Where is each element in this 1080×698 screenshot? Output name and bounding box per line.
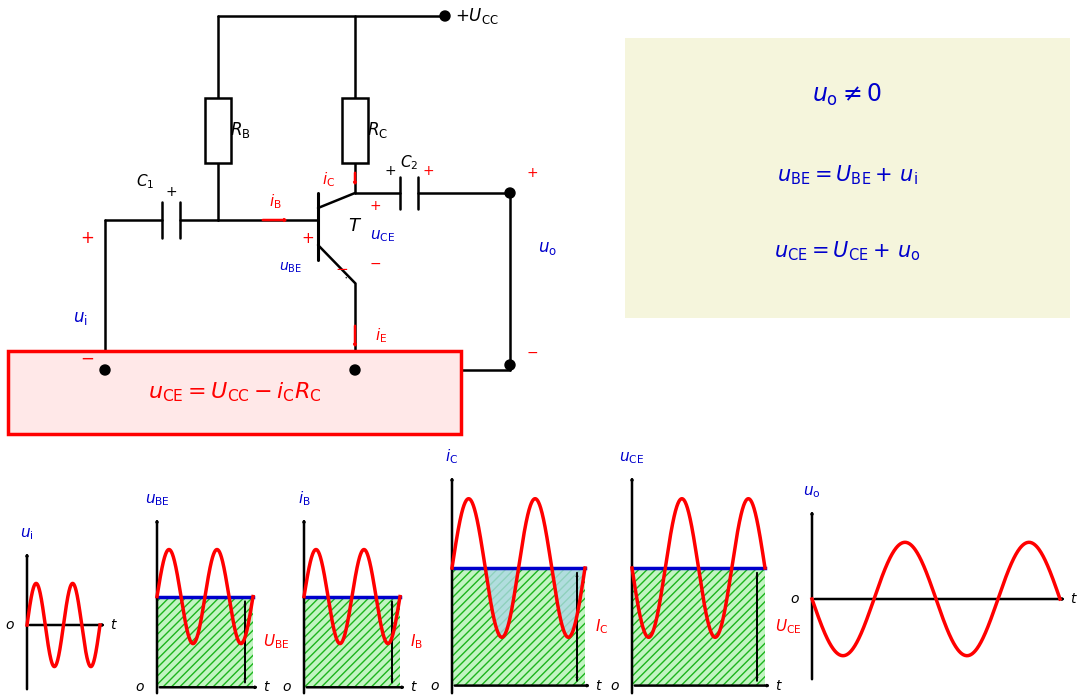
Text: $t$: $t$ <box>595 678 603 692</box>
Text: $R_{\rm B}$: $R_{\rm B}$ <box>230 120 251 140</box>
Bar <box>453 568 585 685</box>
Text: $-$: $-$ <box>80 349 94 367</box>
Text: $t$: $t$ <box>1070 592 1078 606</box>
Text: $o$: $o$ <box>5 618 15 632</box>
Text: $u_{\rm i}$: $u_{\rm i}$ <box>72 309 87 327</box>
Bar <box>303 597 400 688</box>
Text: $+$: $+$ <box>526 166 538 180</box>
Circle shape <box>505 360 515 370</box>
Text: $o$: $o$ <box>791 592 800 606</box>
Bar <box>632 568 765 685</box>
Text: $o$: $o$ <box>610 678 620 692</box>
Bar <box>632 568 765 685</box>
Circle shape <box>505 188 515 198</box>
FancyBboxPatch shape <box>625 38 1070 318</box>
Text: $U_{\rm CE}$: $U_{\rm CE}$ <box>775 618 801 636</box>
Text: $u_{\rm CE}=U_{\rm CE}+\,u_{\rm o}$: $u_{\rm CE}=U_{\rm CE}+\,u_{\rm o}$ <box>774 239 921 263</box>
FancyBboxPatch shape <box>342 98 368 163</box>
Text: $t$: $t$ <box>410 681 418 695</box>
Text: $u_{\rm BE}$: $u_{\rm BE}$ <box>145 492 170 508</box>
Text: $I_{\rm B}$: $I_{\rm B}$ <box>410 632 423 651</box>
Circle shape <box>100 365 110 375</box>
Text: $u_{\rm i}$: $u_{\rm i}$ <box>21 526 33 542</box>
Text: $-$: $-$ <box>336 260 349 276</box>
Text: $t$: $t$ <box>110 618 118 632</box>
Text: $u_{\rm o}\neq 0$: $u_{\rm o}\neq 0$ <box>812 82 882 108</box>
Text: $i_{\rm B}$: $i_{\rm B}$ <box>269 193 282 211</box>
Text: $-$: $-$ <box>369 256 381 270</box>
Text: $+$: $+$ <box>369 199 381 213</box>
Text: $u_{\rm o}$: $u_{\rm o}$ <box>538 239 557 257</box>
Text: $u_{\rm CE}=U_{\rm CC}-i_{\rm C}R_{\rm C}$: $u_{\rm CE}=U_{\rm CC}-i_{\rm C}R_{\rm C… <box>148 380 322 404</box>
Text: $u_{\rm o}$: $u_{\rm o}$ <box>804 484 821 500</box>
Text: $i_{\rm B}$: $i_{\rm B}$ <box>298 489 310 508</box>
Text: $+$: $+$ <box>80 229 94 247</box>
Text: $+$: $+$ <box>383 164 396 178</box>
Text: $o$: $o$ <box>430 678 440 692</box>
Text: $R_{\rm C}$: $R_{\rm C}$ <box>366 120 388 140</box>
Bar <box>157 597 253 688</box>
Text: $i_{\rm C}$: $i_{\rm C}$ <box>322 170 335 189</box>
Text: $I_{\rm C}$: $I_{\rm C}$ <box>595 618 608 636</box>
FancyBboxPatch shape <box>205 98 231 163</box>
Text: $u_{\rm BE}=U_{\rm BE}+\,u_{\rm i}$: $u_{\rm BE}=U_{\rm BE}+\,u_{\rm i}$ <box>778 163 918 187</box>
Text: $i_{\rm E}$: $i_{\rm E}$ <box>375 327 388 346</box>
Text: $T$: $T$ <box>348 217 362 235</box>
Text: $u_{\rm BE}$: $u_{\rm BE}$ <box>279 261 302 275</box>
Text: $U_{\rm BE}$: $U_{\rm BE}$ <box>264 632 289 651</box>
Bar <box>453 568 585 685</box>
Text: $t$: $t$ <box>264 681 271 695</box>
Bar <box>303 597 400 688</box>
Text: $-$: $-$ <box>526 345 538 359</box>
FancyBboxPatch shape <box>8 351 461 434</box>
Circle shape <box>440 11 450 21</box>
Circle shape <box>350 365 360 375</box>
Text: $o$: $o$ <box>135 681 145 695</box>
Text: $u_{\rm CE}$: $u_{\rm CE}$ <box>370 228 395 244</box>
Bar <box>157 597 253 688</box>
Text: $+$: $+$ <box>165 185 177 199</box>
Text: $i_{\rm C}$: $i_{\rm C}$ <box>445 447 459 466</box>
Text: $o$: $o$ <box>282 681 292 695</box>
Text: $+U_{\rm CC}$: $+U_{\rm CC}$ <box>455 6 499 26</box>
Text: $t$: $t$ <box>775 678 783 692</box>
Text: $C_1$: $C_1$ <box>136 172 154 191</box>
Text: $+$: $+$ <box>422 164 434 178</box>
Text: $C_2$: $C_2$ <box>400 154 418 172</box>
Text: $u_{\rm CE}$: $u_{\rm CE}$ <box>620 450 645 466</box>
Text: $+$: $+$ <box>301 230 314 246</box>
